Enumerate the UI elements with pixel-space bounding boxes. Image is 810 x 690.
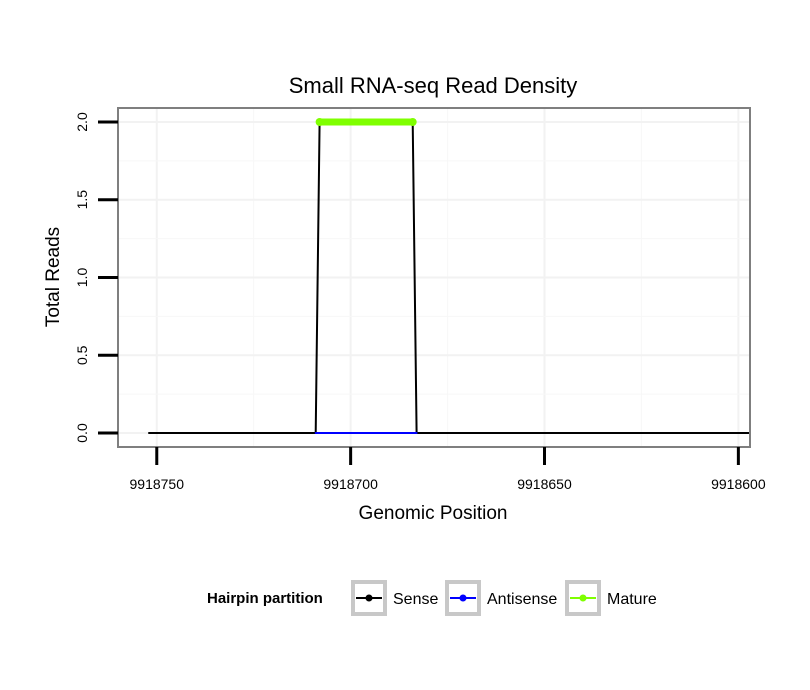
legend-title: Hairpin partition [207, 590, 323, 607]
x-tick-label: 9918650 [517, 476, 572, 492]
x-tick-label: 9918750 [130, 476, 185, 492]
y-tick-label: 1.5 [74, 190, 90, 210]
legend: Hairpin partition Sense Antisense Mature [207, 580, 657, 616]
legend-key-point [365, 594, 373, 602]
chart-title: Small RNA-seq Read Density [289, 73, 578, 98]
x-tick-label: 9918600 [711, 476, 766, 492]
x-axis-title: Genomic Position [359, 503, 508, 524]
legend-label-sense: Sense [393, 591, 438, 608]
legend-key-point [579, 594, 587, 602]
y-axis-title: Total Reads [43, 227, 64, 327]
data-point-mature [315, 117, 324, 126]
legend-label-mature: Mature [607, 591, 657, 608]
y-tick-label: 0.5 [74, 345, 90, 365]
y-tick-label: 2.0 [74, 112, 90, 132]
grid [118, 108, 750, 447]
y-tick-label: 0.0 [74, 423, 90, 443]
data-point-mature [408, 117, 417, 126]
legend-key-point [459, 594, 467, 602]
axes: 0.0 0.5 1.0 1.5 2.0 9918750 9918700 9918650 9918… [74, 112, 766, 492]
y-tick-label: 1.0 [74, 268, 90, 288]
legend-label-antisense: Antisense [487, 591, 557, 608]
x-tick-label: 9918700 [323, 476, 378, 492]
data-series [148, 117, 751, 434]
